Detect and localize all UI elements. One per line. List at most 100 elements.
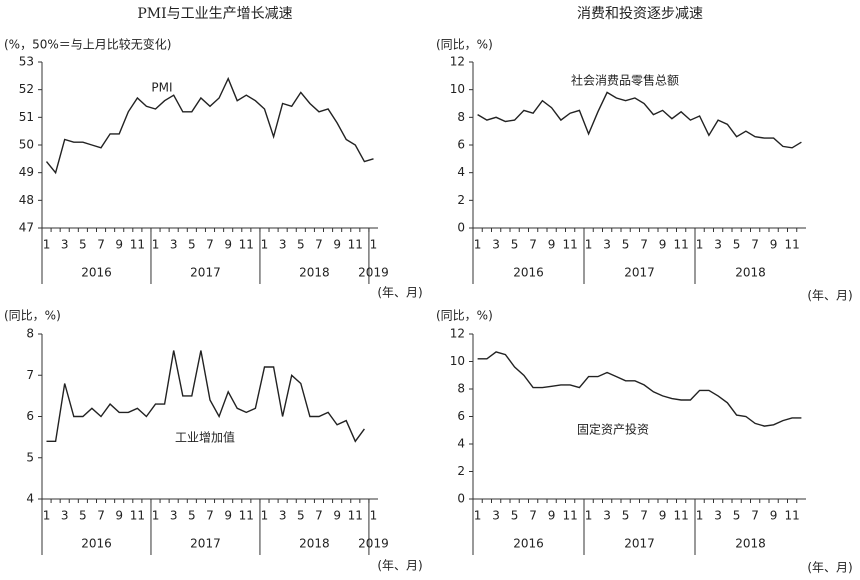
x-tick-label: 7 <box>97 238 105 252</box>
x-tick-label: 9 <box>333 509 341 523</box>
x-tick-label: 9 <box>115 238 123 252</box>
x-tick-label: 11 <box>562 509 577 523</box>
y-tick-label: 8 <box>457 382 465 396</box>
x-tick-label: 1 <box>474 509 482 523</box>
y-tick-label: 10 <box>450 82 465 96</box>
x-tick-label: 9 <box>224 238 232 252</box>
y-tick-label: 52 <box>19 82 34 96</box>
x-tick-label: 5 <box>297 509 305 523</box>
x-tick-label: 9 <box>770 509 778 523</box>
y-tick-label: 12 <box>450 55 465 69</box>
x-tick-label: 3 <box>170 238 178 252</box>
year-label: 2018 <box>299 537 330 551</box>
x-tick-label: 1 <box>43 509 51 523</box>
y-tick-label: 5 <box>26 450 34 464</box>
x-tick-label: 11 <box>784 238 799 252</box>
x-tick-label: 9 <box>548 509 556 523</box>
y-tick-label: 49 <box>19 165 34 179</box>
x-tick-label: 7 <box>315 238 323 252</box>
y-tick-label: 2 <box>457 193 465 207</box>
x-tick-label: 7 <box>640 509 648 523</box>
x-tick-label: 9 <box>333 238 341 252</box>
x-tick-label: 7 <box>751 509 759 523</box>
x-tick-label: 9 <box>659 238 667 252</box>
y-tick-label: 2 <box>457 464 465 478</box>
x-tick-label: 3 <box>714 509 722 523</box>
x-tick-label: 3 <box>170 509 178 523</box>
x-tick-label: 9 <box>548 238 556 252</box>
series-line <box>46 350 365 443</box>
year-label: 2018 <box>735 266 766 280</box>
x-tick-label: 5 <box>733 238 741 252</box>
x-tick-label: 11 <box>348 509 363 523</box>
y-tick-label: 0 <box>457 492 465 506</box>
x-tick-label: 11 <box>130 509 145 523</box>
y-tick-label: 12 <box>450 327 465 341</box>
x-axis-label: (年、月) <box>377 286 422 300</box>
year-label: 2018 <box>735 537 766 551</box>
year-label: 2019 <box>358 266 389 280</box>
x-axis-label: (年、月) <box>807 561 852 575</box>
y-tick-label: 51 <box>19 110 34 124</box>
x-tick-label: 7 <box>315 509 323 523</box>
x-tick-label: 7 <box>206 509 214 523</box>
x-tick-label: 1 <box>261 238 269 252</box>
y-tick-label: 48 <box>19 193 34 207</box>
year-label: 2016 <box>513 537 544 551</box>
x-tick-label: 9 <box>224 509 232 523</box>
x-tick-label: 7 <box>751 238 759 252</box>
year-label: 2017 <box>190 537 221 551</box>
y-tick-label: 4 <box>457 165 465 179</box>
series-label: 固定资产投资 <box>577 422 649 437</box>
x-axis-label: (年、月) <box>807 289 852 303</box>
x-tick-label: 5 <box>622 238 630 252</box>
x-tick-label: 7 <box>640 238 648 252</box>
y-axis-label: (同比，%) <box>436 38 493 52</box>
series-line <box>45 76 374 175</box>
x-tick-label: 11 <box>784 509 799 523</box>
y-axis-label: (同比，%) <box>4 309 61 323</box>
x-tick-label: 11 <box>348 238 363 252</box>
series-line <box>477 351 802 427</box>
x-tick-label: 11 <box>130 238 145 252</box>
y-tick-label: 47 <box>19 221 34 235</box>
x-tick-label: 5 <box>511 238 519 252</box>
y-tick-label: 53 <box>19 55 34 69</box>
year-label: 2017 <box>190 266 221 280</box>
x-tick-label: 5 <box>188 238 196 252</box>
x-tick-label: 11 <box>239 509 254 523</box>
x-tick-label: 5 <box>511 509 519 523</box>
y-tick-label: 4 <box>26 492 34 506</box>
x-tick-label: 3 <box>279 238 287 252</box>
year-label: 2016 <box>81 266 112 280</box>
x-tick-label: 1 <box>370 509 378 523</box>
y-tick-label: 8 <box>26 327 34 341</box>
x-tick-label: 9 <box>115 509 123 523</box>
y-axis-label: (%，50%＝与上月比较无变化) <box>4 37 171 52</box>
year-label: 2019 <box>358 537 389 551</box>
year-label: 2018 <box>299 266 330 280</box>
series-label: 社会消费品零售总额 <box>571 73 679 88</box>
year-label: 2017 <box>624 537 655 551</box>
y-tick-label: 10 <box>450 354 465 368</box>
year-label: 2016 <box>81 537 112 551</box>
x-tick-label: 1 <box>585 509 593 523</box>
x-tick-label: 3 <box>492 238 500 252</box>
x-tick-label: 11 <box>673 238 688 252</box>
y-tick-label: 6 <box>26 409 34 423</box>
year-label: 2017 <box>624 266 655 280</box>
y-axis-label: (同比，%) <box>436 309 493 323</box>
x-tick-label: 1 <box>585 238 593 252</box>
x-tick-label: 1 <box>261 509 269 523</box>
x-tick-label: 3 <box>279 509 287 523</box>
x-tick-label: 7 <box>206 238 214 252</box>
x-tick-label: 1 <box>152 509 160 523</box>
chart-title: PMI与工业生产增长减速 <box>137 6 292 22</box>
y-tick-label: 6 <box>457 409 465 423</box>
x-tick-label: 3 <box>603 238 611 252</box>
x-tick-label: 7 <box>529 509 537 523</box>
x-tick-label: 5 <box>733 509 741 523</box>
series-label: 工业增加值 <box>175 430 235 445</box>
y-tick-label: 7 <box>26 368 34 382</box>
